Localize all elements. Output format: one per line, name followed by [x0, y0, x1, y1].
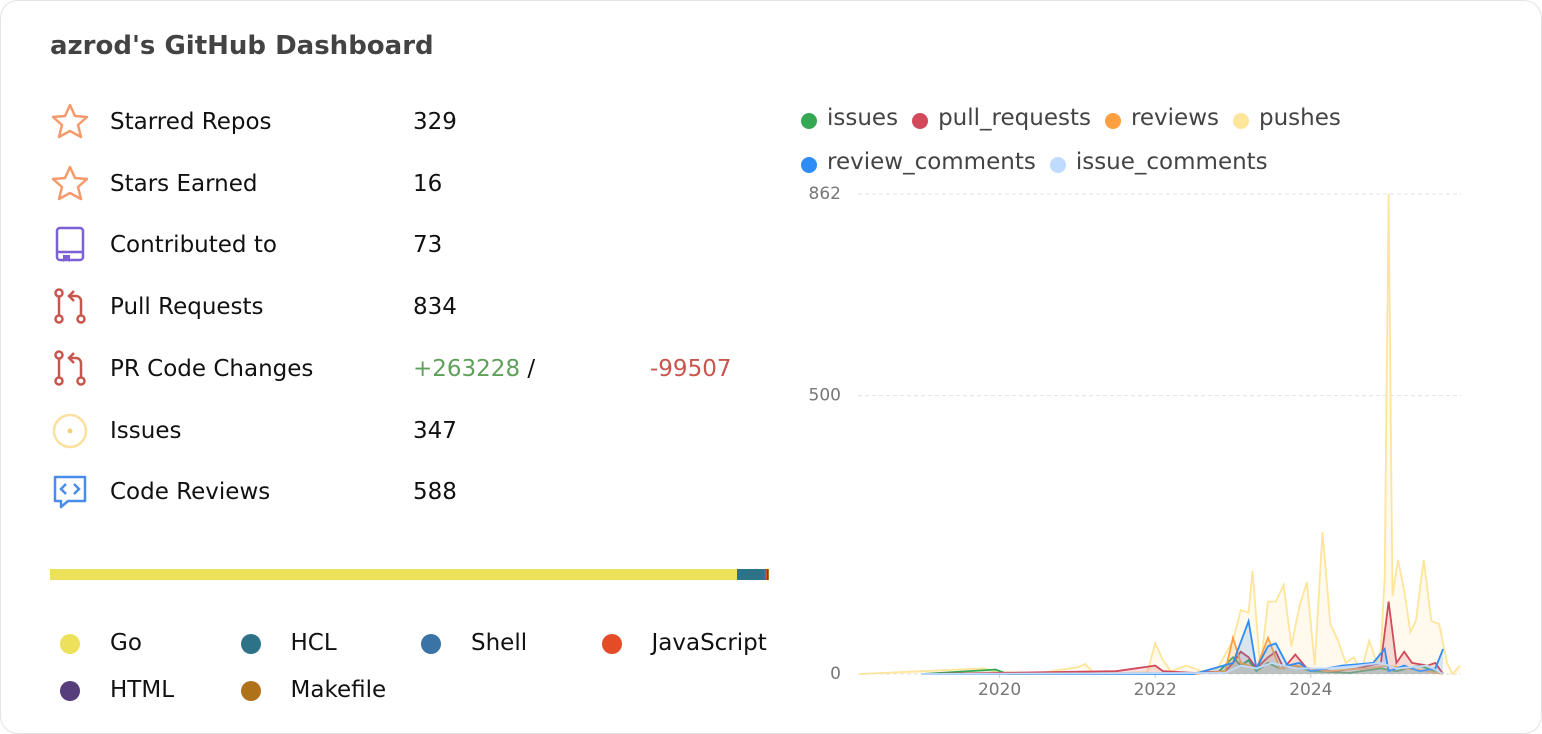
legend-dot — [1233, 113, 1249, 129]
x-tick-label: 2024 — [1289, 680, 1332, 700]
legend-item: pushes — [1233, 105, 1341, 135]
legend-item: reviews — [1104, 105, 1219, 135]
x-tick-label: 2020 — [978, 680, 1021, 700]
legend-item: review_comments — [801, 149, 1036, 179]
lines-removed: -99507 — [650, 355, 732, 382]
legend-dot — [1049, 157, 1066, 173]
legend-dot — [1104, 113, 1121, 129]
legend-label: pull_requests — [938, 105, 1091, 131]
icon — [52, 413, 88, 448]
language-name: Shell — [471, 630, 528, 656]
stat-label: Code Reviews — [110, 479, 271, 506]
legend-dot — [60, 681, 80, 701]
series-line — [859, 193, 1461, 676]
stat-value: 16 — [413, 170, 443, 197]
language-segment — [764, 569, 766, 580]
stat-row: Stars Earned 16 — [50, 164, 770, 204]
stat-value: +263228 / — [413, 356, 535, 382]
y-tick-label: 500 — [809, 386, 841, 406]
language-name: Makefile — [290, 677, 387, 703]
legend-dot — [240, 634, 261, 654]
legend-dot — [421, 634, 441, 654]
stat-label: PR Code Changes — [110, 355, 314, 382]
stat-row: Starred Repos 329 — [50, 102, 770, 142]
stat-label: Pull Requests — [110, 294, 264, 321]
legend-dot — [801, 113, 817, 129]
stat-label: Contributed to — [110, 232, 277, 259]
icon — [53, 475, 87, 509]
icon — [55, 227, 85, 263]
series-line — [921, 617, 1444, 675]
stat-row: PR Code Changes +263228 / -99507 — [50, 349, 770, 389]
language-segment — [737, 569, 765, 580]
legend-dot — [912, 113, 929, 129]
legend-label: review_comments — [827, 149, 1036, 175]
legend-label: pushes — [1259, 105, 1341, 131]
legend-label: issues — [827, 105, 899, 131]
lines-added: +263228 — [413, 355, 521, 382]
stat-value: 329 — [413, 109, 457, 135]
icon — [51, 165, 89, 200]
series-area — [921, 657, 1444, 674]
y-tick-label: 0 — [830, 664, 841, 684]
stat-row: Pull Requests 834 — [50, 287, 770, 327]
stat-label: Issues — [110, 417, 182, 444]
stat-label: Starred Repos — [110, 109, 272, 135]
series-area — [921, 662, 1444, 674]
stat-label: Stars Earned — [110, 170, 258, 197]
icon — [51, 103, 89, 139]
series-line — [921, 601, 1444, 675]
language-name: HTML — [110, 677, 175, 703]
legend-dot — [801, 157, 817, 173]
series-area — [859, 194, 1461, 674]
language-segment — [765, 569, 768, 580]
language-name: HCL — [290, 630, 337, 656]
legend-item: issues — [801, 105, 898, 135]
chart-legend: issues pull_requests reviews pushes review_c… — [801, 105, 1361, 179]
language-name: JavaScript — [651, 630, 767, 656]
stat-value: 347 — [413, 417, 457, 444]
series-line — [921, 661, 1444, 675]
separator: / — [527, 355, 536, 382]
y-tick-label: 862 — [809, 184, 841, 204]
title: azrod's GitHub Dashboard — [50, 31, 434, 61]
language-segment — [50, 569, 738, 580]
legend-item: pull_requests — [912, 105, 1091, 135]
legend-dot — [60, 634, 80, 654]
language-name: Go — [110, 630, 142, 656]
legend-dot — [601, 634, 622, 654]
stat-row: Code Reviews 588 — [50, 472, 770, 512]
icon — [54, 350, 86, 386]
icon — [54, 288, 86, 324]
legend-label: issue_comments — [1075, 149, 1268, 175]
stat-value: 834 — [413, 294, 457, 321]
legend-dot — [240, 681, 261, 701]
stat-value: 588 — [413, 479, 457, 506]
x-tick-label: 2022 — [1134, 680, 1177, 700]
stat-row: Issues 347 — [50, 411, 770, 451]
language-bar — [50, 569, 768, 580]
legend-label: reviews — [1130, 105, 1219, 131]
legend-item: issue_comments — [1049, 149, 1268, 179]
stat-value: 73 — [413, 232, 443, 259]
stat-row: Contributed to 73 — [50, 225, 770, 265]
